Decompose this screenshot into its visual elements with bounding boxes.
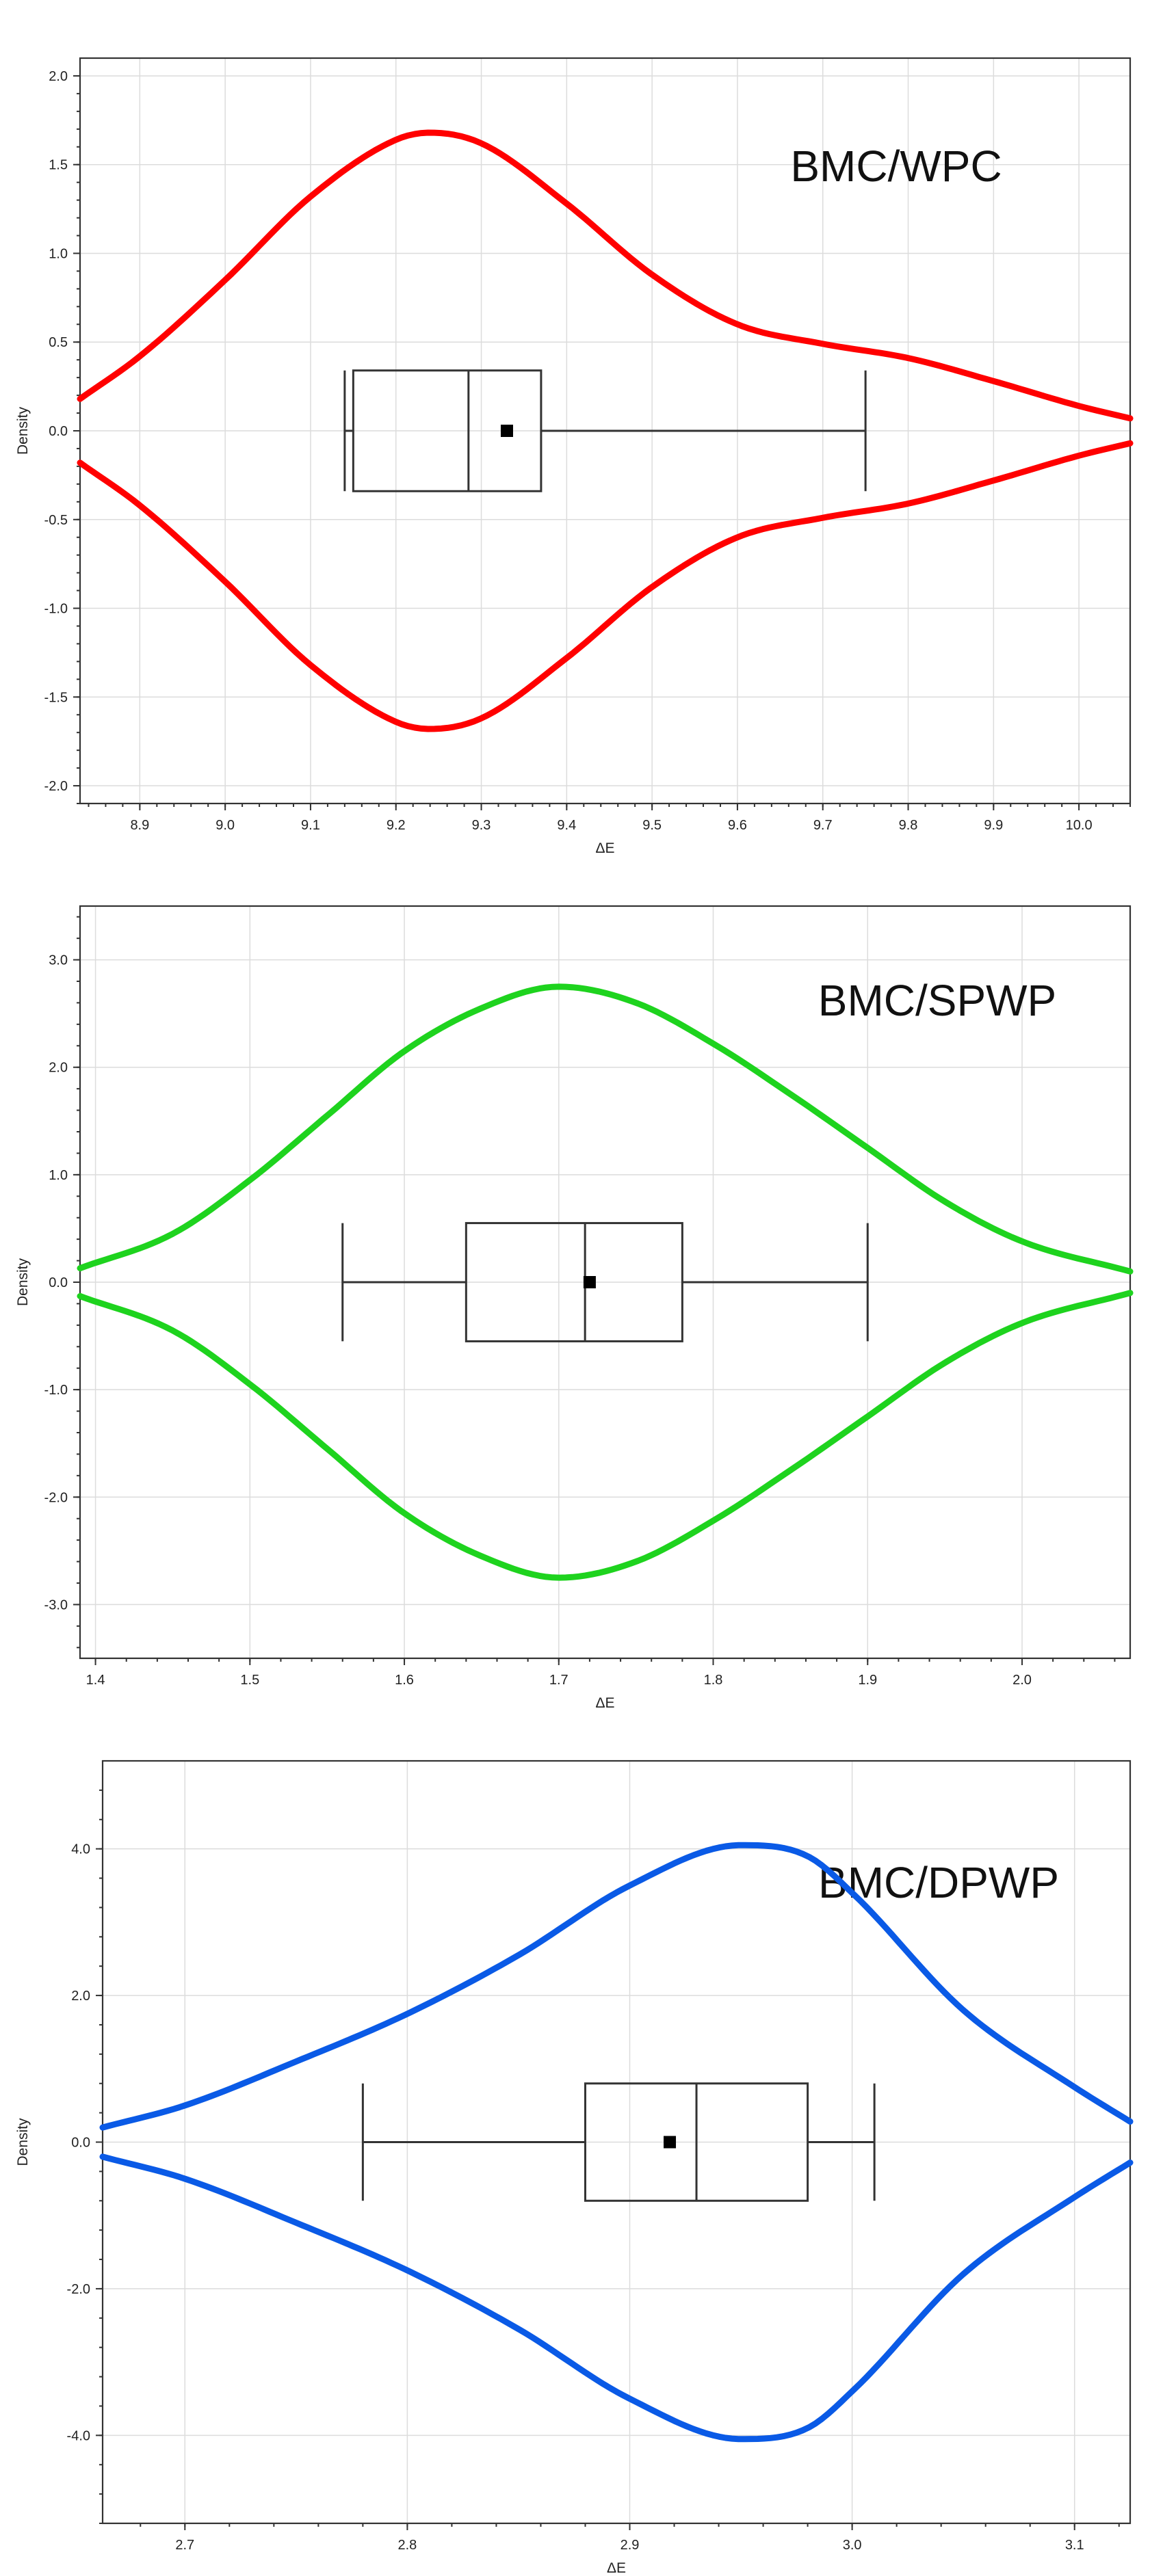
y-tick-label: 1.5: [49, 158, 68, 173]
violin-lower-curve: [99, 2153, 1134, 2443]
violin-upper-curve: [99, 1842, 1134, 2131]
chart-panel-2: 1.4 1.5 1.6 1.7 1.8 1.9 2.0 -3.0 -2.0 -1.0 0.0 1.0 2…: [15, 905, 1134, 1711]
violin-lower-curve: [77, 440, 1134, 732]
x-axis-label: ΔE: [595, 1695, 614, 1711]
y-tick-label: -1.0: [44, 1383, 68, 1398]
x-tick-label: 9.5: [642, 818, 662, 833]
x-tick-label: 8.9: [130, 818, 149, 833]
chart-panel-3: 2.7 2.8 2.9 3.0 3.1 -4.0 -2.0 0.0 2.0 4.0 ΔE Densit…: [15, 1760, 1134, 2576]
x-tick-label: 1.4: [86, 1673, 105, 1688]
y-tick-label: 2.0: [49, 1061, 68, 1076]
x-tick-label: 9.7: [813, 818, 833, 833]
x-tick-label: 2.7: [175, 2538, 194, 2553]
mean-marker: [664, 2136, 677, 2149]
x-tick-label: 9.6: [728, 818, 747, 833]
y-tick-label: 0.0: [49, 424, 68, 439]
violin-lower-curve: [77, 1290, 1134, 1581]
y-tick-label: 4.0: [71, 1842, 90, 1857]
x-tick-label: 1.8: [704, 1673, 723, 1688]
y-axis-label: Density: [15, 406, 31, 455]
panel-title: BMC/SPWP: [818, 976, 1056, 1025]
panel-title: BMC/DPWP: [818, 1858, 1059, 1907]
y-tick-label: 0.5: [49, 335, 68, 350]
y-tick-label: -3.0: [44, 1597, 68, 1612]
y-tick-label: 1.0: [49, 1168, 68, 1183]
y-tick-label: -4.0: [67, 2428, 90, 2443]
y-tick-label: 3.0: [49, 953, 68, 968]
x-tick-label: 9.8: [899, 818, 918, 833]
x-tick-label: 2.0: [1012, 1673, 1032, 1688]
iqr-box: [352, 369, 543, 492]
violin-upper-curve: [77, 129, 1134, 422]
chart-panel-1: 8.9 9.0 9.1 9.2 9.3 9.4 9.5 9.6 9.7 9.8 9.9 10.0 -2.…: [15, 57, 1134, 856]
y-tick-label: 2.0: [71, 1989, 90, 2004]
panel-title: BMC/WPC: [790, 142, 1002, 191]
x-tick-label: 1.9: [858, 1673, 877, 1688]
x-tick-label: 1.5: [240, 1673, 259, 1688]
x-axis-label: ΔE: [595, 840, 614, 856]
y-tick-label: 1.0: [49, 246, 68, 261]
x-tick-label: 9.1: [301, 818, 320, 833]
x-tick-label: 3.0: [843, 2538, 862, 2553]
x-tick-label: 9.0: [215, 818, 235, 833]
y-tick-label: -0.5: [44, 513, 68, 528]
x-axis-label: ΔE: [607, 2560, 626, 2576]
y-tick-label: 0.0: [71, 2136, 90, 2151]
x-tick-label: 9.4: [557, 818, 576, 833]
x-tick-label: 2.9: [620, 2538, 640, 2553]
x-tick-label: 3.1: [1065, 2538, 1084, 2553]
x-tick-label: 10.0: [1066, 818, 1093, 833]
mean-marker: [583, 1276, 596, 1288]
y-tick-label: -1.5: [44, 690, 68, 705]
y-tick-label: -2.0: [44, 1490, 68, 1505]
x-tick-label: 9.3: [472, 818, 491, 833]
y-tick-label: -2.0: [44, 779, 68, 794]
iqr-box: [465, 1222, 683, 1342]
y-tick-label: 0.0: [49, 1275, 68, 1290]
violin-upper-curve: [77, 983, 1134, 1275]
y-tick-label: -1.0: [44, 602, 68, 617]
x-tick-label: 9.2: [387, 818, 406, 833]
y-tick-label: 2.0: [49, 69, 68, 84]
x-tick-label: 2.8: [397, 2538, 417, 2553]
x-tick-label: 9.9: [984, 818, 1003, 833]
x-tick-label: 1.6: [395, 1673, 414, 1688]
y-axis-label: Density: [15, 1258, 31, 1306]
mean-marker: [500, 425, 513, 437]
y-axis-label: Density: [15, 2118, 31, 2166]
y-tick-label: -2.0: [67, 2282, 90, 2297]
x-tick-label: 1.7: [549, 1673, 569, 1688]
